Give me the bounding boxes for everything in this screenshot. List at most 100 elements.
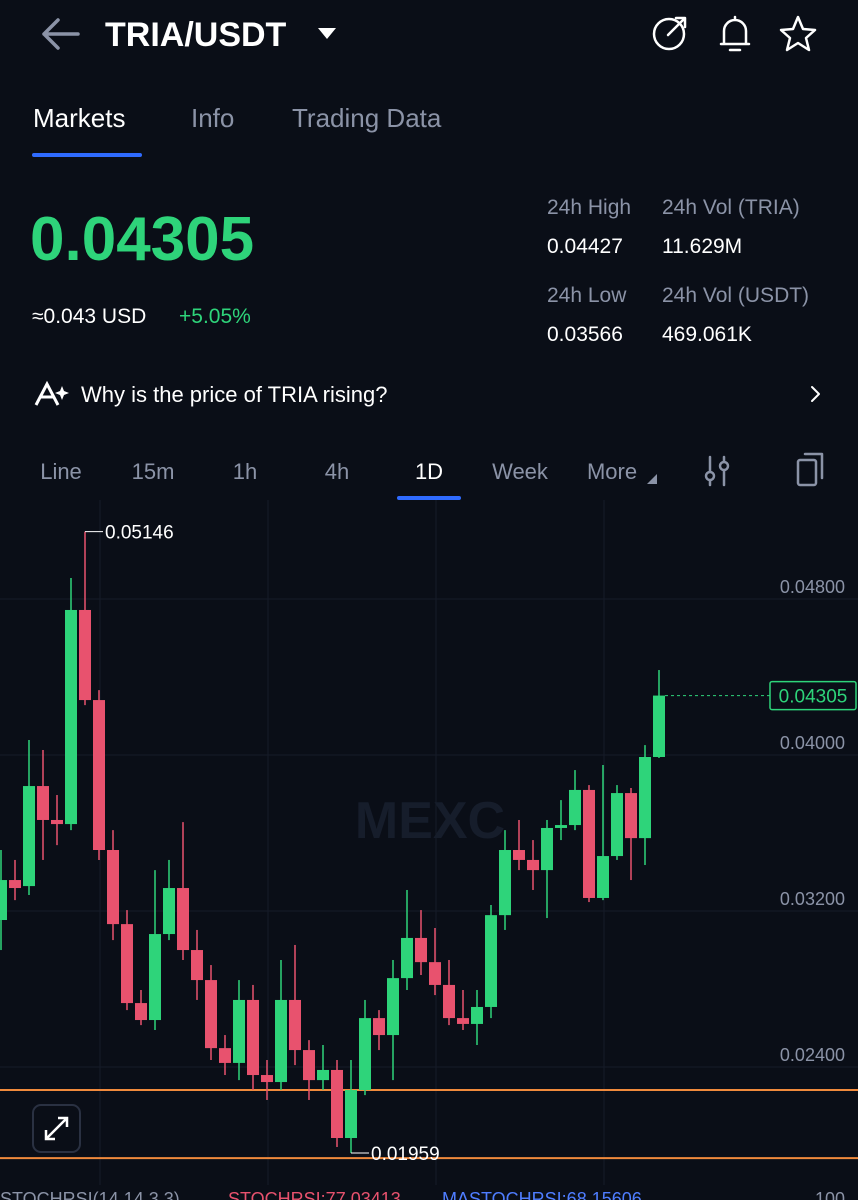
interval-tab[interactable]: 1D <box>415 459 443 484</box>
interval-tab[interactable]: More <box>587 459 637 484</box>
candle-body <box>485 915 497 1007</box>
candle-body <box>401 937 413 979</box>
candle-body <box>107 850 119 925</box>
candle-body <box>387 978 399 1036</box>
candle-body <box>555 825 567 828</box>
candle-body <box>79 609 91 701</box>
indicator-stoch: STOCHRSI:77.03413 <box>228 1189 401 1200</box>
candle-body <box>359 1018 371 1091</box>
candle-body <box>569 789 581 826</box>
expand-button[interactable] <box>32 1104 81 1153</box>
candle-body <box>191 950 203 981</box>
stat-label: 24h Vol (USDT) <box>662 284 809 307</box>
copy-button[interactable] <box>796 452 824 487</box>
indicator-max: 100 <box>815 1189 845 1200</box>
pair-title[interactable]: TRIA/USDT <box>105 16 287 54</box>
candle-body <box>317 1069 329 1081</box>
y-tick-label: 0.02400 <box>780 1045 845 1065</box>
stat-label: 24h Vol (TRIA) <box>662 196 800 219</box>
candle-body <box>429 962 441 985</box>
max-label: 0.05146 <box>105 523 174 544</box>
candle-body <box>0 880 7 921</box>
usd-price: ≈0.043 USD <box>32 305 146 328</box>
indicator-name: STOCHRSI(14,14,3,3) <box>0 1189 180 1200</box>
candle-body <box>443 984 455 1019</box>
y-tick-label: 0.04800 <box>780 577 845 597</box>
last-price-tag-label: 0.04305 <box>779 687 848 708</box>
indicator-ma: MASTOCHRSI:68.15606 <box>442 1189 642 1200</box>
interval-indicator <box>397 496 461 500</box>
price-change: +5.05% <box>179 305 251 328</box>
candle-body <box>163 888 175 935</box>
candle-body <box>177 888 189 951</box>
tab[interactable]: Info <box>191 103 234 133</box>
candle-body <box>499 850 511 916</box>
insight-link[interactable]: Why is the price of TRIA rising? <box>81 382 388 407</box>
candle-body <box>611 793 623 857</box>
tab[interactable]: Trading Data <box>292 103 442 133</box>
candle-body <box>205 980 217 1049</box>
interval-tab[interactable]: 4h <box>325 459 349 484</box>
candle-body <box>639 756 651 839</box>
candle-body <box>457 1018 469 1024</box>
candle-body <box>149 934 161 1021</box>
back-button[interactable] <box>42 18 80 50</box>
candle-body <box>597 856 609 898</box>
candle-body <box>9 880 21 889</box>
stat-value: 0.03566 <box>547 323 623 346</box>
y-tick-label: 0.03200 <box>780 889 845 909</box>
candle-body <box>415 937 427 963</box>
tab[interactable]: Markets <box>33 103 125 133</box>
min-label: 0.01959 <box>371 1144 440 1165</box>
alert-button[interactable] <box>719 15 751 52</box>
candle-body <box>65 609 77 825</box>
favorite-button[interactable] <box>779 15 817 52</box>
candle-body <box>331 1069 343 1139</box>
candle-body <box>303 1050 315 1081</box>
stat-label: 24h High <box>547 196 631 219</box>
stat-value: 0.04427 <box>547 235 623 258</box>
ai-icon[interactable] <box>34 380 69 406</box>
last-price: 0.04305 <box>30 205 254 274</box>
candle-body <box>275 999 287 1083</box>
candle-body <box>261 1075 273 1083</box>
candle-body <box>135 1003 147 1021</box>
candle-body <box>233 999 245 1063</box>
candle-body <box>37 786 49 820</box>
candle-body <box>219 1048 231 1063</box>
candle-body <box>51 819 63 825</box>
insight-chevron[interactable] <box>811 386 820 402</box>
candle-body <box>345 1090 357 1139</box>
candle-body <box>471 1006 483 1024</box>
interval-tab[interactable]: Week <box>492 459 549 484</box>
tab-indicator <box>32 153 142 157</box>
stat-value: 469.061K <box>662 323 752 346</box>
candle-body <box>289 999 301 1051</box>
candle-body <box>373 1018 385 1036</box>
interval-tab[interactable]: Line <box>40 459 82 484</box>
stat-label: 24h Low <box>547 284 627 307</box>
candle-body <box>541 827 553 871</box>
chart: MEXC 0.04800 0.04000 0.03200 0.02400 0.05146… <box>0 500 858 1185</box>
candle-body <box>247 999 259 1076</box>
more-arrow[interactable] <box>647 474 657 484</box>
watermark: MEXC <box>355 792 505 850</box>
candle-body <box>121 924 133 1004</box>
indicator-settings[interactable] <box>704 455 730 487</box>
y-tick-label: 0.04000 <box>780 733 845 753</box>
interval-tab[interactable]: 1h <box>233 459 257 484</box>
pair-dropdown[interactable] <box>318 28 336 39</box>
candle-body <box>23 786 35 887</box>
interval-tab[interactable]: 15m <box>132 459 175 484</box>
last-price-tag <box>769 680 857 711</box>
candle-body <box>527 859 539 871</box>
candle-body <box>513 850 525 860</box>
candle-body <box>93 700 105 851</box>
candle-body <box>583 789 595 898</box>
share-button[interactable] <box>652 16 687 51</box>
candle-body <box>653 695 665 757</box>
stat-value: 11.629M <box>662 235 742 258</box>
candle-body <box>625 793 637 839</box>
